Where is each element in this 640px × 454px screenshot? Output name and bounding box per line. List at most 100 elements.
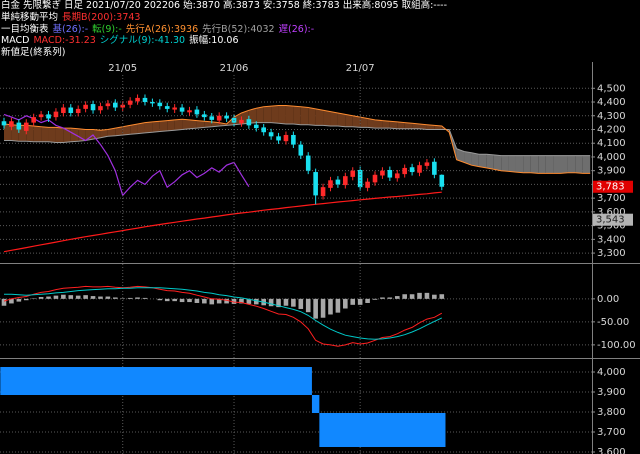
indicator-row: 単純移動平均 長期B(200):3743 xyxy=(1,12,447,24)
cloud-area xyxy=(478,154,487,168)
cloud-area xyxy=(122,125,131,135)
histogram-bar xyxy=(276,298,281,308)
histogram-bar xyxy=(432,294,437,299)
candle-body xyxy=(150,102,155,104)
histogram-bar xyxy=(380,297,385,299)
histogram-bar xyxy=(239,298,244,304)
candle-body xyxy=(291,134,296,145)
x-tick-label: 21/07 xyxy=(346,63,375,74)
histogram-bar xyxy=(187,298,192,303)
cloud-area xyxy=(300,106,309,125)
cloud-area xyxy=(560,155,568,174)
y-tick-label: 4,500 xyxy=(597,83,626,94)
macd-line xyxy=(3,285,443,347)
candle-body xyxy=(439,174,445,187)
cloud-area xyxy=(419,123,427,130)
histogram-bar xyxy=(38,297,44,299)
histogram-bar xyxy=(53,295,59,299)
histogram-bar xyxy=(194,298,200,303)
indicator-value: 振幅:10.06 xyxy=(189,35,239,47)
cloud-area xyxy=(530,155,539,174)
cloud-area xyxy=(48,127,56,143)
cloud-area xyxy=(271,105,279,124)
cloud-area xyxy=(345,114,353,127)
indicator-name: MACD xyxy=(1,35,30,47)
candle-body xyxy=(387,169,393,178)
span-a-line xyxy=(3,105,591,174)
histogram-bar xyxy=(409,294,415,299)
indicator-row: 一目均衡表 基(26):- 転(9):- 先行A(26):3936 先行B(52):40… xyxy=(1,24,447,36)
histogram-bar xyxy=(320,298,326,318)
y-tick-label: 4,400 xyxy=(597,97,626,108)
candle-body xyxy=(253,124,259,129)
cloud-area xyxy=(167,119,175,131)
candle-body xyxy=(432,161,437,175)
histogram-bar xyxy=(313,298,318,319)
candle-body xyxy=(127,100,133,105)
cloud-area xyxy=(285,105,294,124)
cloud-area xyxy=(486,154,494,170)
y-tick-label: 4,200 xyxy=(597,124,626,135)
cloud-area xyxy=(582,155,591,174)
cloud-area xyxy=(508,155,516,173)
indicator-row: MACD MACD:-31.23 シグナル(9):-41.30 振幅:10.06 xyxy=(1,35,447,47)
cloud-area xyxy=(33,126,42,142)
indicator-value: 先行B(52):4032 xyxy=(202,23,275,35)
cloud-area xyxy=(434,125,442,130)
candle-body xyxy=(1,121,7,126)
histogram-bar xyxy=(105,296,111,299)
histogram-bar xyxy=(335,298,341,313)
cloud-area xyxy=(367,118,375,129)
histogram-bar xyxy=(387,297,393,299)
histogram-bar xyxy=(402,294,407,299)
new-price-block xyxy=(311,395,320,413)
candle-body xyxy=(246,119,252,126)
histogram-bar xyxy=(68,295,74,299)
candle-body xyxy=(328,180,333,188)
y-tick-label: 3,600 xyxy=(597,447,626,454)
cloud-area xyxy=(278,105,286,124)
histogram-bar xyxy=(113,297,118,299)
histogram-bar xyxy=(424,292,430,299)
histogram-bar xyxy=(9,298,14,304)
candle-body xyxy=(53,111,59,118)
candle-body xyxy=(239,119,244,124)
candle-body xyxy=(61,107,66,114)
candle-body xyxy=(209,116,215,120)
x-tick-label: 21/06 xyxy=(220,63,249,74)
histogram-bar xyxy=(127,297,133,299)
new-price-plot xyxy=(0,367,592,453)
cloud-area xyxy=(426,124,435,130)
histogram-bar xyxy=(16,298,22,302)
histogram-bar xyxy=(357,298,363,305)
y-tick-label: 3,600 xyxy=(597,207,626,218)
price-marker xyxy=(593,213,633,226)
histogram-bar xyxy=(394,296,400,299)
cloud-area xyxy=(456,148,465,163)
histogram-bar xyxy=(268,298,274,307)
histogram-bar xyxy=(179,298,185,303)
candle-body xyxy=(68,107,74,114)
candle-body xyxy=(38,114,44,118)
candle-body xyxy=(380,170,385,176)
cloud-area xyxy=(4,123,12,141)
cloud-area xyxy=(545,155,554,174)
cloud-area xyxy=(308,107,316,126)
candle-body xyxy=(402,167,407,175)
histogram-bar xyxy=(328,298,333,315)
indicator-line xyxy=(3,191,442,253)
cloud-area xyxy=(493,154,502,171)
candle-body xyxy=(298,144,304,156)
cloud-area xyxy=(100,129,108,138)
candle-body xyxy=(16,122,22,130)
y-tick-label: 3,700 xyxy=(597,193,626,204)
candle-body xyxy=(202,114,207,118)
histogram-bar xyxy=(298,298,304,309)
candle-body xyxy=(417,165,422,173)
candle-body xyxy=(187,110,192,113)
histogram-bar xyxy=(343,298,348,309)
histogram-bar xyxy=(90,296,96,299)
indicator-value: 基(26):- xyxy=(52,23,89,35)
y-tick-label: 3,900 xyxy=(597,166,626,177)
